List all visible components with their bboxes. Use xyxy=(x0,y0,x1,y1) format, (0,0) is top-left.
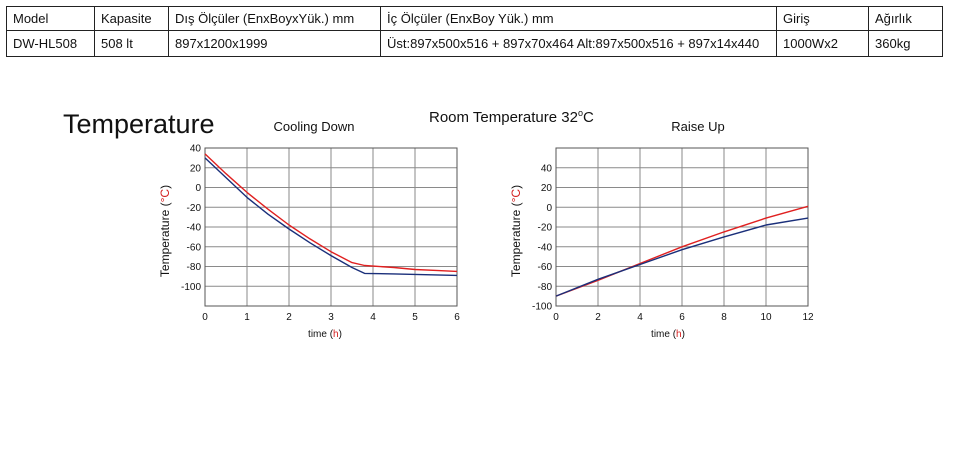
chart1-xtick-label: 1 xyxy=(244,312,250,323)
chart1-ytick-label: -100 xyxy=(181,282,201,293)
spec-header-row: Model Kapasite Dış Ölçüler (EnxBoyxYük.)… xyxy=(6,6,943,31)
chart2-xtick-label: 12 xyxy=(802,312,814,323)
chart2-plot-frame xyxy=(555,147,809,307)
chart2-xlabel: time (h) xyxy=(651,329,685,340)
room-note-text: Room Temperature 32 xyxy=(429,109,578,126)
chart2-xtick-label: 6 xyxy=(679,312,685,323)
chart1-ylabel: Temperature (°C) xyxy=(158,185,172,277)
header-model: Model xyxy=(6,6,95,31)
chart1-title: Cooling Down xyxy=(274,119,355,134)
chart1-xlabel: time (h) xyxy=(308,329,342,340)
room-note-degree: o xyxy=(577,108,583,118)
header-capacity: Kapasite xyxy=(94,6,169,31)
chart2-xtick-label: 0 xyxy=(553,312,559,323)
chart2-ytick-label: -20 xyxy=(538,223,553,234)
chart1-ytick-label: 40 xyxy=(190,144,202,155)
chart2-series-red-line xyxy=(555,205,809,297)
chart2-xtick-label: 8 xyxy=(721,312,727,323)
chart2-ylabel: Temperature (°C) xyxy=(509,185,523,277)
section-title: Temperature xyxy=(63,109,215,139)
spec-data-row: DW-HL508 508 lt 897x1200x1999 Üst:897x50… xyxy=(6,30,943,57)
chart1-ytick-label: -40 xyxy=(187,223,202,234)
chart1-xtick-label: 5 xyxy=(412,312,418,323)
chart2-title: Raise Up xyxy=(671,119,724,134)
chart1-xtick-label: 0 xyxy=(202,312,208,323)
chart1-plot-frame xyxy=(204,147,458,307)
header-inner-dimensions: İç Ölçüler (EnxBoy Yük.) mm xyxy=(380,6,777,31)
chart2-ytick-label: 0 xyxy=(546,203,552,214)
chart2-ytick-label: 20 xyxy=(541,183,553,194)
chart1-xtick-label: 2 xyxy=(286,312,292,323)
chart1-ytick-label: 0 xyxy=(195,183,201,194)
chart1-xtick-label: 3 xyxy=(328,312,334,323)
header-weight: Ağırlık xyxy=(868,6,943,31)
chart2-series-blue-line xyxy=(555,217,809,297)
chart1-ytick-label: -20 xyxy=(187,203,202,214)
cell-inner-dimensions: Üst:897x500x516 + 897x70x464 Alt:897x500… xyxy=(380,30,777,57)
chart1-xtick-label: 4 xyxy=(370,312,376,323)
cell-outer-dimensions: 897x1200x1999 xyxy=(168,30,381,57)
chart2-ytick-label: -80 xyxy=(538,282,553,293)
chart1-series-blue-line xyxy=(204,157,458,277)
cell-capacity: 508 lt xyxy=(94,30,169,57)
room-note-unit: C xyxy=(582,109,594,126)
chart2-xtick-label: 2 xyxy=(595,312,601,323)
chart2-ytick-label: -60 xyxy=(538,262,553,273)
room-temperature-note: Room Temperature 32oC xyxy=(429,108,594,126)
cell-input: 1000Wx2 xyxy=(776,30,869,57)
chart2-ytick-label: -40 xyxy=(538,242,553,253)
chart1-ytick-label: 20 xyxy=(190,163,202,174)
cell-model: DW-HL508 xyxy=(6,30,95,57)
chart1-ytick-label: -80 xyxy=(187,262,202,273)
chart2-ytick-label: -100 xyxy=(532,302,552,313)
chart2-ytick-label: 40 xyxy=(541,163,553,174)
chart1-series-red-line xyxy=(204,153,458,273)
chart1-ytick-label: -60 xyxy=(187,242,202,253)
chart1-xtick-label: 6 xyxy=(454,312,460,323)
cell-weight: 360kg xyxy=(868,30,943,57)
chart2-xtick-label: 4 xyxy=(637,312,643,323)
chart2-xtick-label: 10 xyxy=(760,312,772,323)
spec-table: Model Kapasite Dış Ölçüler (EnxBoyxYük.)… xyxy=(6,6,943,57)
